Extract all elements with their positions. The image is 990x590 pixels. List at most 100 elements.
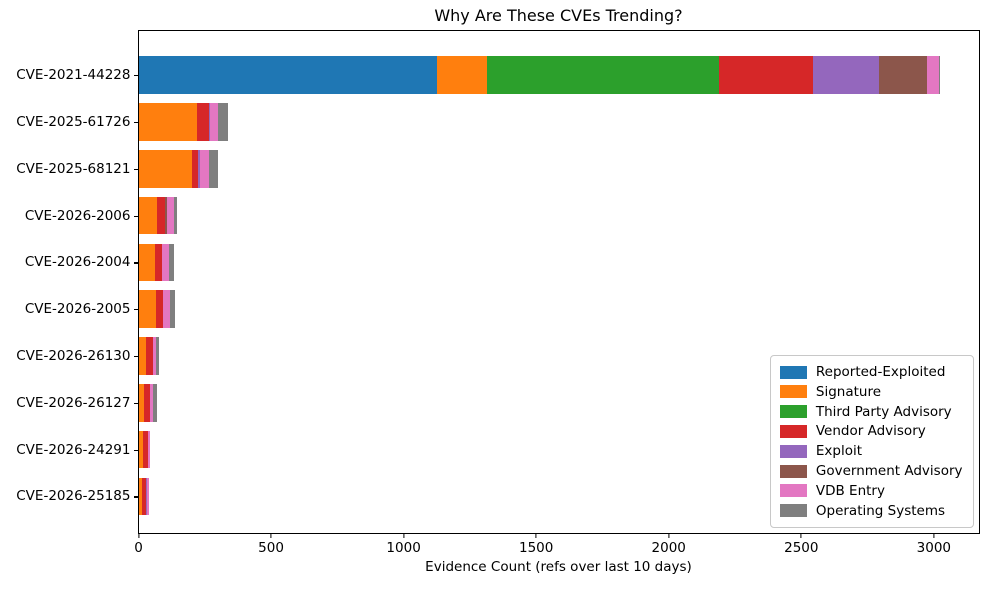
- y-tick-mark: [133, 75, 138, 77]
- stacked-bar-cve-2026-25185: [138, 477, 149, 516]
- legend-swatch-signature: [779, 385, 807, 399]
- stacked-bar-cve-2025-68121: [138, 150, 218, 188]
- y-tick-mark: [133, 402, 138, 404]
- chart-title: Why Are These CVEs Trending?: [434, 6, 683, 25]
- bar-segment-government-advisory: [879, 56, 928, 94]
- y-tick-label-cve-2026-24291: CVE-2026-24291: [16, 441, 131, 458]
- stacked-bar-cve-2021-44228: [138, 56, 941, 94]
- bar-segment-signature: [138, 430, 143, 469]
- bar-row-cve-2026-25185: [138, 473, 979, 520]
- bar-segment-vdb-entry: [147, 430, 151, 469]
- x-tick-mark: [933, 533, 935, 538]
- bar-segment-signature: [138, 384, 144, 422]
- y-tick-mark: [133, 122, 138, 124]
- legend-label-government-advisory: Government Advisory: [815, 463, 963, 479]
- bar-segment-third-party-advisory: [487, 56, 720, 94]
- bar-segment-exploit: [813, 56, 880, 94]
- bar-segment-operating-systems: [218, 103, 228, 141]
- bar-segment-exploit: [146, 477, 148, 516]
- bar-segment-vdb-entry: [162, 243, 170, 282]
- legend-item-reported-exploited: Reported-Exploited: [779, 362, 963, 382]
- bar-segment-signature: [138, 477, 143, 516]
- legend-label-exploit: Exploit: [815, 443, 863, 460]
- bar-segment-operating-systems: [153, 384, 158, 422]
- bar-segment-operating-systems: [208, 150, 218, 188]
- bar-row-cve-2025-68121: [138, 145, 979, 192]
- bar-segment-signature: [138, 150, 192, 188]
- bar-segment-vendor-advisory: [196, 103, 209, 141]
- y-tick-mark: [133, 496, 138, 498]
- x-tick-label-2500: 2500: [784, 539, 819, 556]
- y-tick-label-cve-2021-44228: CVE-2021-44228: [16, 67, 131, 84]
- bar-segment-vendor-advisory: [155, 243, 163, 282]
- legend-swatch-operating-systems: [779, 504, 807, 518]
- legend-item-vendor-advisory: Vendor Advisory: [779, 422, 963, 442]
- x-tick-label-0: 0: [134, 539, 143, 556]
- y-tick-label-cve-2026-26127: CVE-2026-26127: [16, 394, 131, 411]
- y-tick-mark: [133, 356, 138, 358]
- stacked-bar-cve-2026-2005: [138, 290, 175, 328]
- y-tick-mark: [133, 215, 138, 217]
- legend-label-third-party-advisory: Third Party Advisory: [815, 403, 952, 420]
- x-tick-mark: [137, 533, 140, 538]
- stacked-bar-cve-2026-26130: [138, 337, 160, 375]
- bar-segment-signature: [138, 337, 147, 375]
- legend-item-signature: Signature: [779, 382, 963, 402]
- bar-segment-reported-exploited: [138, 56, 437, 94]
- bar-segment-vendor-advisory: [143, 430, 148, 469]
- bar-segment-operating-systems: [155, 337, 160, 375]
- bar-row-cve-2026-24291: [138, 426, 979, 473]
- legend-swatch-third-party-advisory: [779, 405, 807, 419]
- bar-segment-vdb-entry: [163, 290, 171, 328]
- legend-swatch-vendor-advisory: [779, 424, 807, 438]
- legend-label-vdb-entry: VDB Entry: [815, 482, 885, 499]
- bar-row-cve-2026-26127: [138, 379, 979, 426]
- x-tick-mark: [535, 533, 537, 538]
- x-tick-mark: [800, 533, 802, 538]
- legend-item-vdb-entry: VDB Entry: [779, 481, 963, 501]
- x-tick-mark: [270, 533, 272, 538]
- bar-segment-vendor-advisory: [143, 384, 150, 422]
- bar-segment-signature: [138, 196, 158, 235]
- legend-item-government-advisory: Government Advisory: [779, 461, 963, 481]
- y-tick-label-cve-2025-61726: CVE-2025-61726: [16, 114, 131, 130]
- y-tick-mark: [133, 309, 138, 311]
- bar-segment-operating-systems: [939, 56, 941, 94]
- bar-row-cve-2021-44228: [138, 52, 979, 99]
- bar-segment-vendor-advisory: [155, 290, 164, 328]
- bar-segment-vdb-entry: [927, 56, 940, 94]
- bar-segment-signature: [138, 103, 197, 141]
- bar-segment-vdb-entry: [200, 150, 209, 188]
- legend-swatch-government-advisory: [779, 464, 807, 478]
- legend-swatch-reported-exploited: [779, 365, 807, 379]
- x-tick-label-3000: 3000: [916, 539, 952, 556]
- y-tick-label-cve-2025-68121: CVE-2025-68121: [16, 160, 131, 177]
- legend-label-vendor-advisory: Vendor Advisory: [815, 423, 926, 440]
- bar-row-cve-2026-26130: [138, 333, 979, 380]
- bar-segment-signature: [138, 290, 156, 328]
- x-tick-label-500: 500: [258, 539, 284, 556]
- bar-segment-vdb-entry: [147, 477, 149, 516]
- y-tick-label-cve-2026-2005: CVE-2026-2005: [24, 301, 131, 318]
- legend-item-exploit: Exploit: [779, 441, 963, 461]
- bar-segment-government-advisory: [165, 196, 168, 235]
- bar-row-cve-2025-61726: [138, 99, 979, 146]
- bar-segment-operating-systems: [169, 243, 175, 282]
- x-tick-label-1000: 1000: [386, 539, 421, 556]
- bar-row-cve-2026-2005: [138, 286, 979, 333]
- bar-segment-exploit: [208, 103, 211, 141]
- bar-row-cve-2026-2006: [138, 192, 979, 239]
- stacked-bar-cve-2026-2006: [138, 196, 178, 235]
- bar-segment-operating-systems: [170, 290, 175, 328]
- bar-segment-vdb-entry: [167, 196, 174, 235]
- x-tick-mark: [668, 533, 670, 538]
- x-tick-label-2000: 2000: [651, 539, 686, 556]
- bar-segment-vendor-advisory: [157, 196, 165, 235]
- y-tick-label-cve-2026-2006: CVE-2026-2006: [24, 207, 131, 224]
- legend-label-signature: Signature: [815, 383, 882, 400]
- plot-area: CVE-2021-44228 CVE-2025-61726 CVE-2025-681…: [16, 30, 980, 556]
- legend-label-reported-exploited: Reported-Exploited: [815, 364, 946, 381]
- stacked-bar-cve-2026-24291: [138, 430, 151, 469]
- x-axis-label: Evidence Count (refs over last 10 days): [425, 559, 692, 575]
